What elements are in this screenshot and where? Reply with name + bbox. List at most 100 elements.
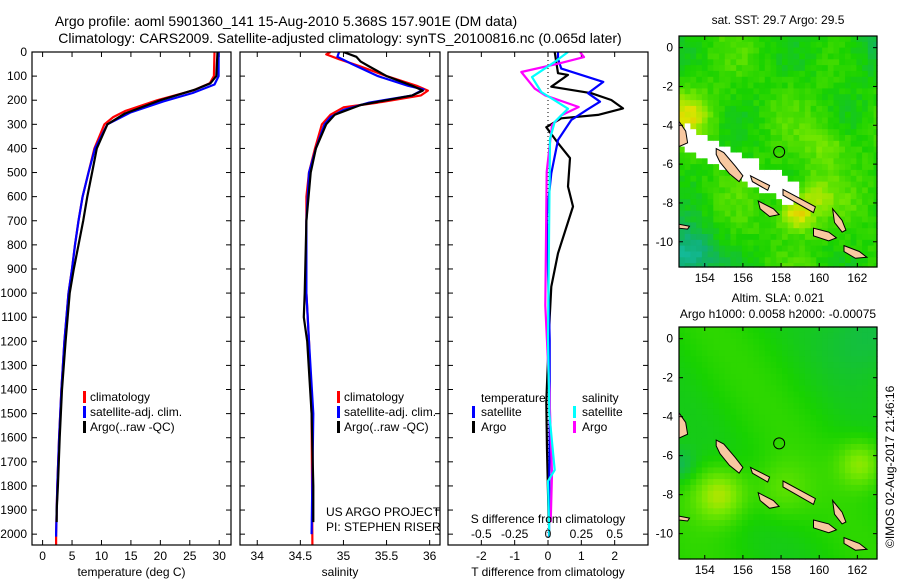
map-cell [701,385,709,392]
map-cell [845,216,852,223]
map-cell [839,146,846,153]
map-cell [713,420,720,427]
map-cell [701,502,709,509]
map-cell [810,41,817,49]
map-cell [799,263,806,268]
map-cell [724,344,732,351]
map-cell [730,449,737,457]
map-cell [724,496,732,503]
x-tick-label: 35 [337,549,351,563]
y-tick-label: -8 [662,488,673,502]
map-cell [707,490,714,498]
map-cell [827,53,835,60]
map-cell [816,164,823,171]
map-cell [679,263,686,268]
map-cell [770,234,777,241]
map-cell [822,426,829,433]
map-cell [856,490,863,498]
map-cell [867,169,875,177]
map-cell [690,555,697,560]
map-cell [776,210,783,218]
map-cell [804,234,812,241]
map-cell [827,426,835,433]
map-cell [839,111,846,119]
map-cell [679,88,686,95]
map-cell [867,520,875,527]
map-cell [862,82,869,89]
map-cell [873,140,878,148]
map-cell [696,82,703,89]
map-cell [782,88,789,95]
map-cell [845,549,852,556]
map-cell [719,140,726,148]
map-cell [684,158,691,165]
map-cell [719,111,726,119]
map-cell [679,455,686,463]
map-cell [867,204,875,212]
map-cell [799,135,806,142]
map-cell [724,146,732,153]
map-cell [684,356,691,363]
map-cell [867,140,875,148]
map-cell [799,549,806,556]
map-cell [782,549,789,556]
map-cell [787,350,794,357]
map-cell [839,385,846,392]
map-cell [810,420,817,427]
map-cell [764,129,772,136]
map-cell [724,479,732,486]
map-cell [810,239,817,247]
map-cell [810,426,817,433]
map-cell [701,117,709,124]
map-cell [679,251,686,258]
map-cell [736,444,743,451]
map-cell [816,169,823,177]
map-cell [719,88,726,95]
map-cell [696,234,703,241]
map-cell [827,490,835,498]
map-cell [873,461,878,468]
map-cell [827,332,835,340]
legend-swatch [337,406,340,418]
x-tick-label: 158 [771,271,791,285]
map-cell [741,53,749,60]
map-cell [696,222,703,229]
map-cell [701,152,709,159]
map-cell [845,257,852,264]
map-cell [713,199,720,206]
map-cell [776,36,783,43]
map-cell [867,397,875,404]
map-cell [793,181,800,188]
map-cell [862,135,869,142]
map-cell [873,473,878,480]
map-cell [770,479,777,486]
map-cell [793,432,800,439]
map-cell [787,455,794,463]
map-cell [827,385,835,392]
map-cell [867,362,875,369]
map-cell [770,473,777,480]
map-cell [684,525,691,533]
map-cell [816,76,823,84]
map-cell [736,94,743,101]
map-cell [684,508,691,515]
map-cell [839,449,846,457]
map-cell [770,129,777,136]
map-cell [764,455,772,463]
map-cell [713,502,720,509]
map-cell [873,332,878,340]
map-cell [776,135,783,142]
map-cell [684,175,691,183]
map-cell [724,53,732,60]
map-cell [793,123,800,130]
map-cell [770,420,777,427]
series-group [54,52,220,545]
map-cell [867,403,875,410]
map-cell [850,531,857,539]
map-cell [782,47,789,54]
map-cell [724,508,732,515]
map-cell [690,41,697,49]
x-tick-label: 162 [847,271,867,285]
map-cell [747,403,754,410]
island [782,188,817,214]
